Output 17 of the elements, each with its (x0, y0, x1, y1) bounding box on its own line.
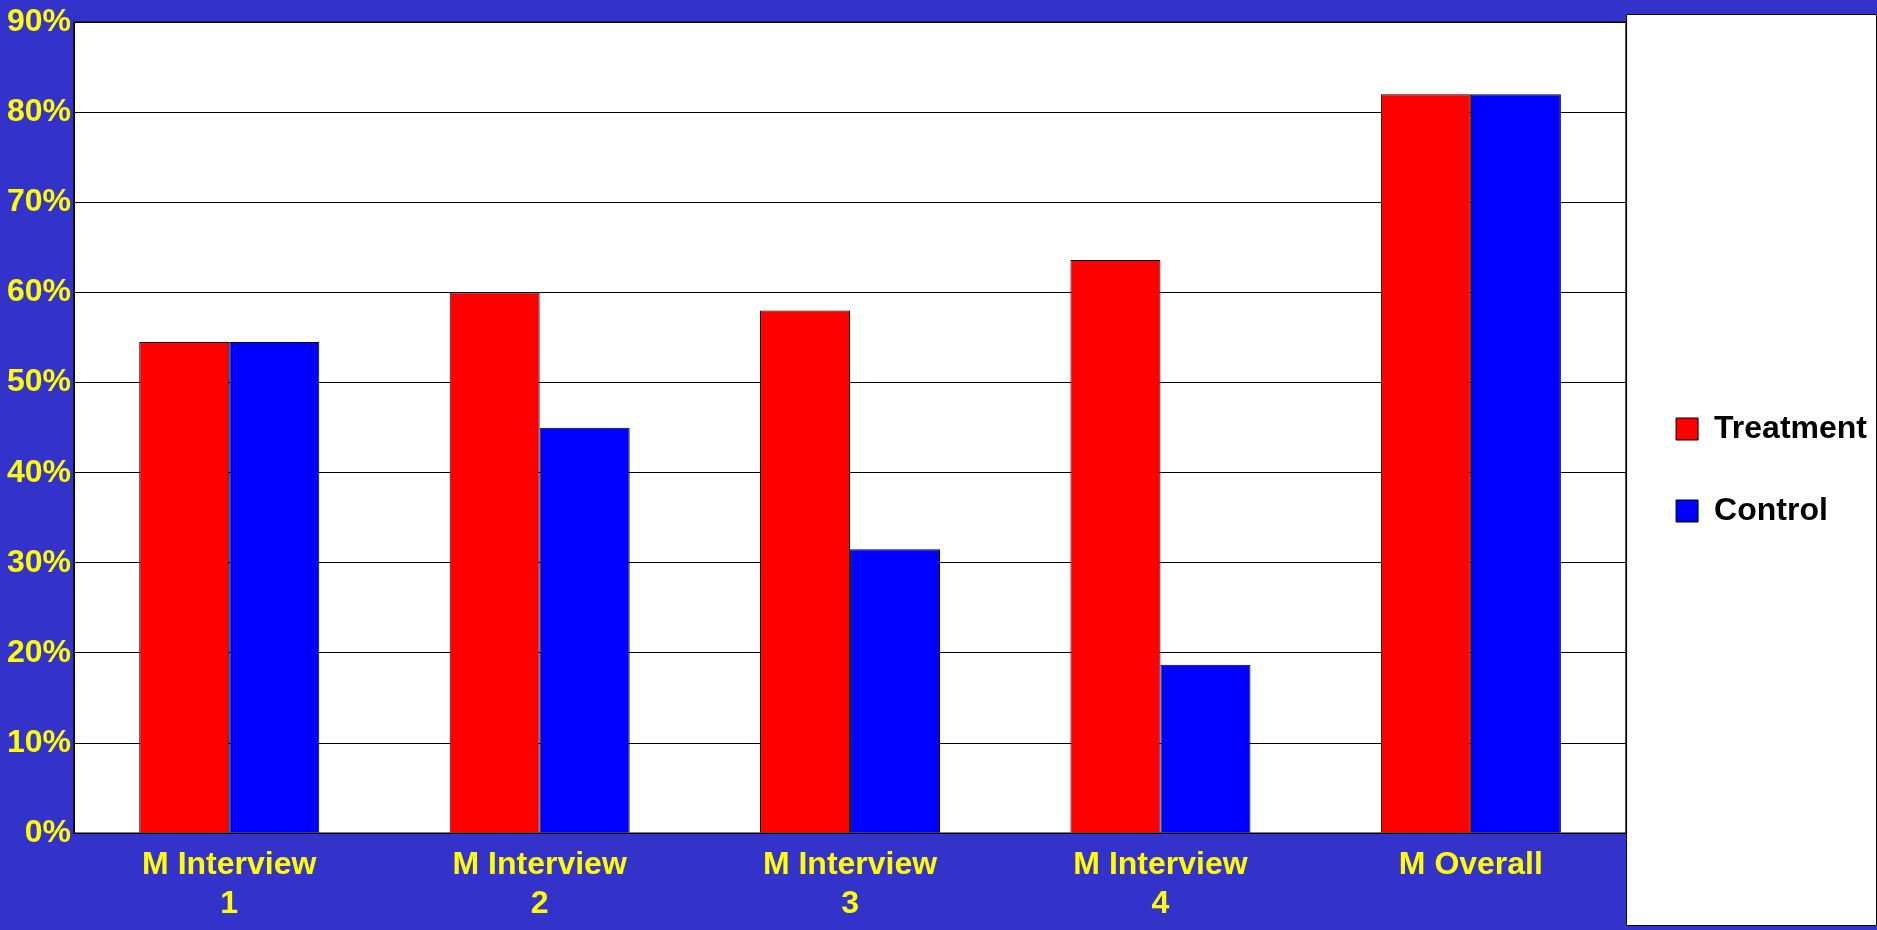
x-tick-label: M Interview 3 (762, 845, 938, 920)
x-tick-label: M Interview 4 (1073, 845, 1248, 920)
y-tick-label: 20% (7, 632, 72, 669)
legend-label: Control (1714, 490, 1828, 527)
y-tick-label: 50% (7, 362, 72, 399)
x-tick-label: M Interview 2 (452, 845, 627, 920)
y-tick-label: 10% (7, 722, 72, 759)
x-tick-label: M Overall (1398, 845, 1543, 882)
legend-label: Treatment (1714, 408, 1868, 445)
x-tick-label: M Interview 1 (142, 845, 317, 920)
y-tick-label: 80% (7, 92, 72, 129)
y-tick-label: 70% (7, 182, 72, 219)
y-tick-label: 60% (7, 272, 72, 309)
y-tick-label: 90% (7, 2, 72, 39)
y-tick-label: 0% (24, 813, 72, 850)
y-tick-label: 30% (7, 542, 72, 579)
y-tick-label: 40% (7, 452, 72, 489)
